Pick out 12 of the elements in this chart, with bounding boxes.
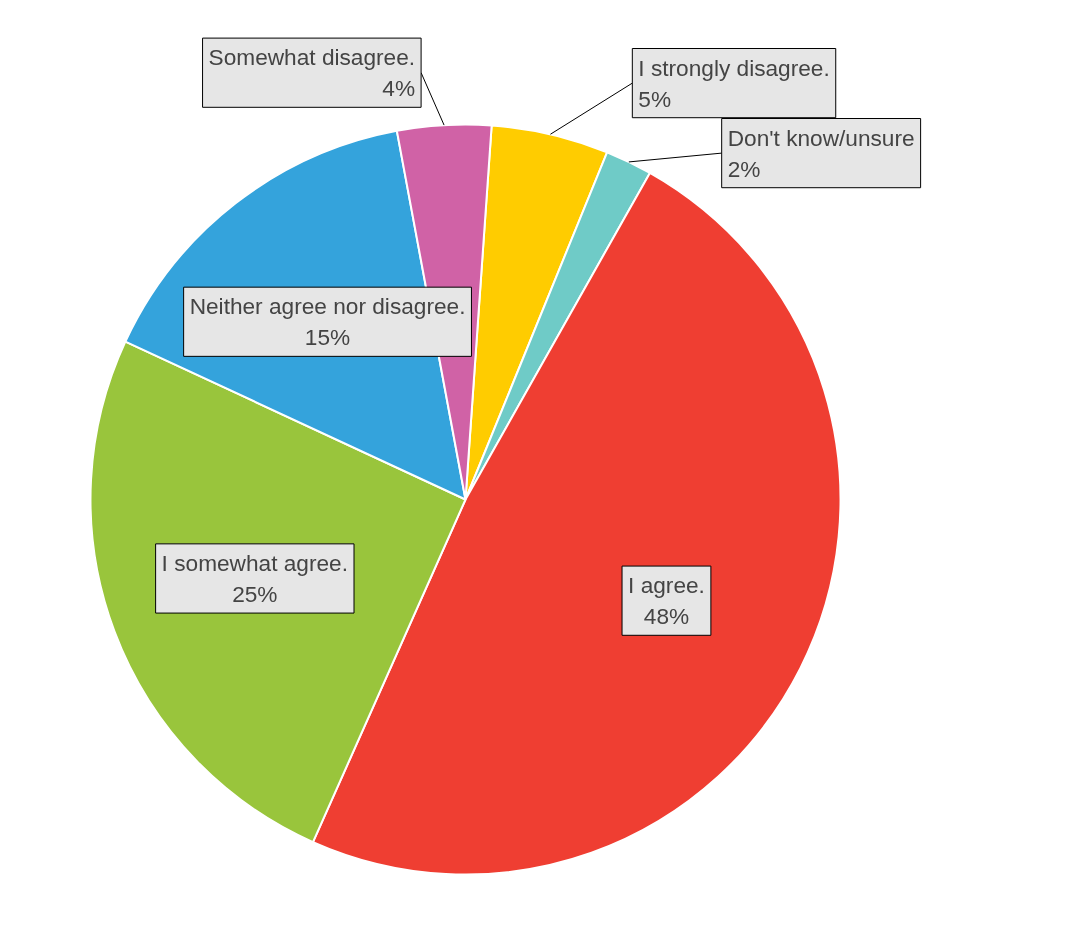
- data-label: 4%: [382, 75, 416, 102]
- data-label: 5%: [638, 85, 672, 112]
- slice-label: I somewhat agree.: [161, 549, 349, 576]
- data-label: 48%: [643, 603, 690, 630]
- data-label: 15%: [304, 324, 351, 351]
- slice-label: Don't know/unsure: [727, 124, 915, 151]
- slice-label: I agree.: [628, 572, 705, 599]
- data-label: 25%: [232, 581, 278, 608]
- slice-label: I strongly disagree.: [638, 54, 830, 81]
- slice-label: Neither agree nor disagree.: [189, 293, 466, 320]
- slice-label: Somewhat disagree.: [208, 44, 416, 71]
- data-label: 2%: [727, 155, 761, 182]
